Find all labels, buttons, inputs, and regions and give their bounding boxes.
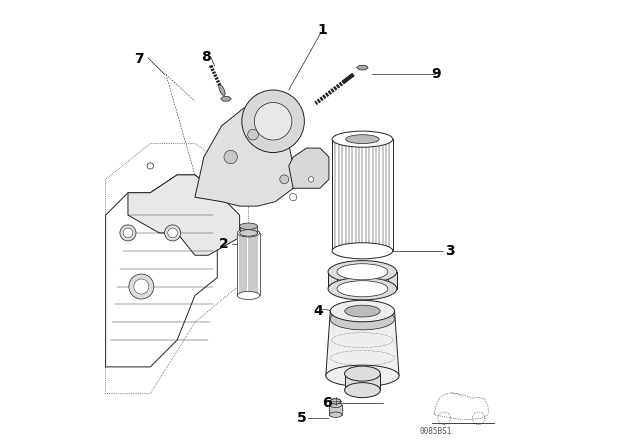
Ellipse shape <box>332 131 393 147</box>
Ellipse shape <box>239 223 257 229</box>
Polygon shape <box>330 405 342 415</box>
Text: 6: 6 <box>322 396 332 410</box>
Circle shape <box>248 129 259 140</box>
Polygon shape <box>337 272 388 289</box>
Circle shape <box>254 103 292 140</box>
Ellipse shape <box>328 261 397 283</box>
Circle shape <box>147 163 154 169</box>
Ellipse shape <box>346 135 379 143</box>
Ellipse shape <box>332 243 393 259</box>
Ellipse shape <box>330 402 342 408</box>
Text: 5: 5 <box>297 411 307 425</box>
Polygon shape <box>381 139 393 251</box>
Ellipse shape <box>330 300 395 322</box>
Polygon shape <box>326 311 399 376</box>
Polygon shape <box>388 272 397 289</box>
Polygon shape <box>237 233 260 296</box>
Circle shape <box>224 151 237 164</box>
Text: 8: 8 <box>201 50 211 64</box>
Ellipse shape <box>345 305 380 317</box>
Polygon shape <box>195 108 293 206</box>
Ellipse shape <box>237 292 260 299</box>
Polygon shape <box>239 226 257 233</box>
Polygon shape <box>344 374 380 390</box>
Ellipse shape <box>328 278 397 300</box>
Text: 3: 3 <box>445 244 454 258</box>
Polygon shape <box>330 311 395 319</box>
Ellipse shape <box>237 229 260 237</box>
Text: 9: 9 <box>431 67 441 82</box>
Ellipse shape <box>344 366 380 381</box>
Circle shape <box>123 228 132 238</box>
Ellipse shape <box>326 365 399 387</box>
Circle shape <box>290 194 297 201</box>
Ellipse shape <box>239 230 257 236</box>
Ellipse shape <box>330 399 341 404</box>
Polygon shape <box>289 148 329 188</box>
Ellipse shape <box>219 85 225 95</box>
Polygon shape <box>356 65 368 70</box>
Text: 2: 2 <box>219 237 229 251</box>
Text: 7: 7 <box>134 52 144 66</box>
Text: 1: 1 <box>317 23 327 37</box>
Circle shape <box>280 175 289 184</box>
Circle shape <box>164 225 180 241</box>
Circle shape <box>134 279 149 294</box>
Polygon shape <box>328 272 337 289</box>
Ellipse shape <box>330 308 395 330</box>
Text: 0085BS1: 0085BS1 <box>420 427 452 436</box>
Polygon shape <box>106 175 217 367</box>
Circle shape <box>120 225 136 241</box>
Ellipse shape <box>337 264 388 280</box>
Polygon shape <box>128 175 239 255</box>
Ellipse shape <box>344 383 380 398</box>
Polygon shape <box>221 96 231 101</box>
Polygon shape <box>332 139 393 251</box>
Text: 4: 4 <box>313 304 323 318</box>
Ellipse shape <box>330 412 342 418</box>
Circle shape <box>308 177 314 182</box>
Circle shape <box>242 90 305 152</box>
Circle shape <box>168 228 177 238</box>
Ellipse shape <box>337 281 388 297</box>
Circle shape <box>129 274 154 299</box>
